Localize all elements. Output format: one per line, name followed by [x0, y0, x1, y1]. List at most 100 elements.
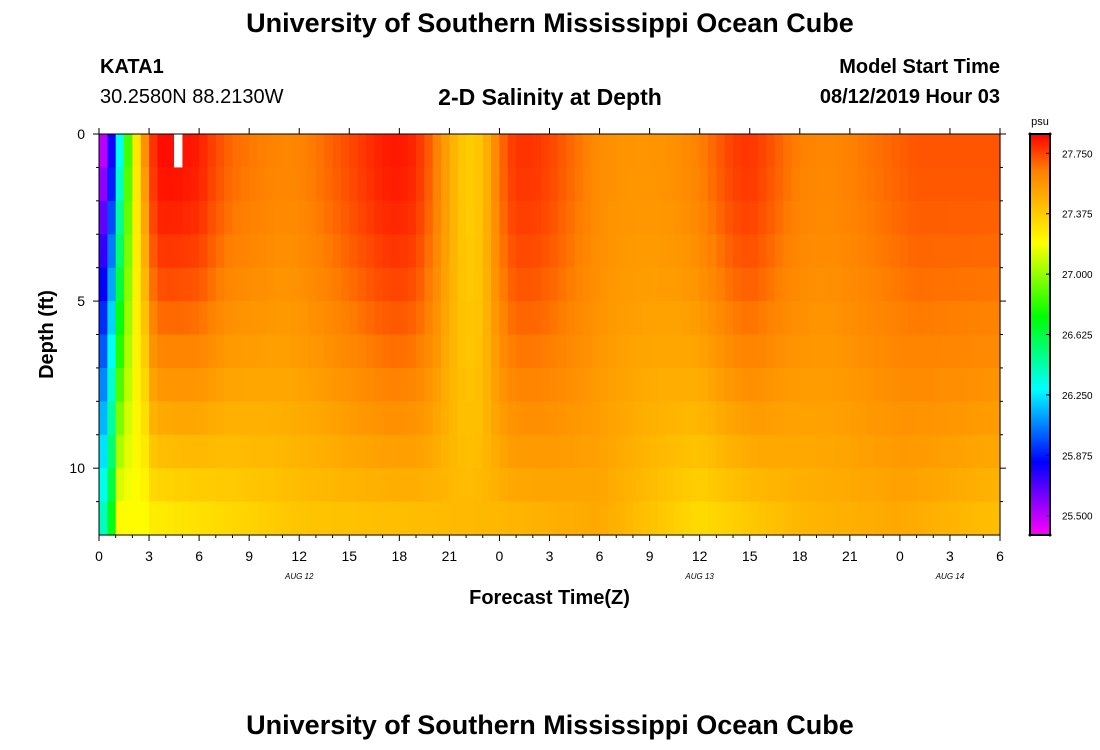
heatmap-cell — [983, 301, 993, 336]
heatmap-cell — [983, 434, 993, 469]
heatmap-cell — [224, 301, 234, 336]
heatmap-cell — [849, 434, 859, 469]
heatmap-cell — [607, 167, 617, 202]
heatmap-cell — [466, 267, 476, 302]
heatmap-cell — [708, 267, 717, 302]
heatmap-cell — [774, 200, 784, 235]
heatmap-cell — [599, 367, 609, 402]
heatmap-cell — [724, 434, 734, 469]
heatmap-cell — [474, 334, 484, 369]
heatmap-cell — [891, 401, 901, 436]
heatmap-cell — [991, 434, 1001, 469]
heatmap-cell — [115, 301, 125, 336]
y-axis-title: Depth (ft) — [36, 290, 58, 379]
heatmap-cell — [941, 234, 951, 269]
heatmap-cell — [916, 167, 926, 202]
heatmap-cell — [674, 234, 684, 269]
heatmap-cell — [474, 468, 484, 503]
heatmap-cell — [365, 234, 375, 269]
heatmap-cell — [407, 200, 417, 235]
heatmap-cell — [824, 301, 834, 336]
heatmap-cell — [791, 167, 801, 202]
heatmap-cell — [699, 267, 709, 302]
heatmap-cell — [899, 468, 909, 503]
heatmap-cell — [140, 301, 150, 336]
heatmap-cell — [841, 334, 851, 369]
heatmap-cell — [624, 200, 634, 235]
heatmap-cell — [549, 267, 559, 302]
heatmap-cell — [115, 434, 125, 469]
heatmap-cell — [124, 167, 133, 202]
heatmap-cell — [240, 301, 250, 336]
heatmap-cell — [265, 434, 275, 469]
heatmap-cell — [866, 200, 876, 235]
heatmap-cell — [215, 468, 225, 503]
heatmap-cell — [340, 334, 350, 369]
heatmap-cell — [716, 468, 726, 503]
heatmap-cell — [149, 367, 158, 402]
heatmap-cell — [641, 167, 651, 202]
heatmap-cell — [115, 401, 125, 436]
heatmap-cell — [207, 234, 217, 269]
heatmap-cell — [649, 434, 659, 469]
heatmap-cell — [808, 234, 818, 269]
heatmap-cell — [265, 301, 275, 336]
heatmap-cell — [307, 301, 317, 336]
heatmap-cell — [99, 501, 108, 536]
x-tick-label: 21 — [442, 548, 458, 564]
heatmap-cell — [874, 401, 884, 436]
heatmap-cell — [891, 234, 901, 269]
heatmap-cell — [432, 334, 442, 369]
heatmap-cell — [315, 501, 325, 536]
heatmap-cell — [449, 401, 459, 436]
heatmap-cell — [457, 367, 467, 402]
heatmap-cell — [491, 301, 501, 336]
heatmap-cell — [841, 434, 851, 469]
heatmap-cell — [115, 501, 125, 536]
heatmap-cell — [949, 167, 959, 202]
heatmap-cell — [916, 267, 926, 302]
heatmap-cell — [416, 501, 425, 536]
heatmap-cell — [741, 367, 751, 402]
heatmap-cell — [724, 367, 734, 402]
heatmap-cell — [132, 334, 142, 369]
heatmap-cell — [257, 267, 267, 302]
heatmap-cell — [708, 367, 717, 402]
heatmap-cell — [115, 367, 125, 402]
heatmap-cell — [340, 134, 350, 169]
heatmap-cell — [599, 301, 609, 336]
heatmap-cell — [474, 434, 484, 469]
heatmap-cell — [666, 401, 676, 436]
x-tick-label: 6 — [596, 548, 604, 564]
heatmap-cell — [899, 301, 909, 336]
heatmap-cell — [783, 468, 793, 503]
heatmap-cell — [657, 167, 667, 202]
heatmap-cell — [349, 134, 359, 169]
heatmap-cell — [974, 267, 984, 302]
heatmap-cell — [382, 234, 392, 269]
heatmap-cell — [507, 267, 517, 302]
heatmap-cell — [99, 401, 108, 436]
heatmap-cell — [933, 267, 943, 302]
heatmap-cell — [758, 134, 767, 169]
heatmap-cell — [424, 267, 434, 302]
heatmap-cell — [390, 501, 400, 536]
heatmap-cell — [899, 434, 909, 469]
heatmap-cell — [808, 167, 818, 202]
heatmap-cell — [541, 501, 551, 536]
heatmap-cell — [607, 501, 617, 536]
heatmap-cell — [599, 267, 609, 302]
x-tick-label: 6 — [996, 548, 1004, 564]
heatmap-cell — [891, 200, 901, 235]
heatmap-cell — [991, 301, 1001, 336]
heatmap-cell — [499, 334, 509, 369]
heatmap-cell — [799, 301, 809, 336]
heatmap-cell — [290, 234, 300, 269]
heatmap-cell — [232, 334, 242, 369]
heatmap-cell — [282, 367, 292, 402]
heatmap-cell — [324, 501, 334, 536]
heatmap-cell — [282, 334, 292, 369]
heatmap-cell — [432, 434, 442, 469]
heatmap-cell — [599, 234, 609, 269]
heatmap-cell — [866, 334, 876, 369]
